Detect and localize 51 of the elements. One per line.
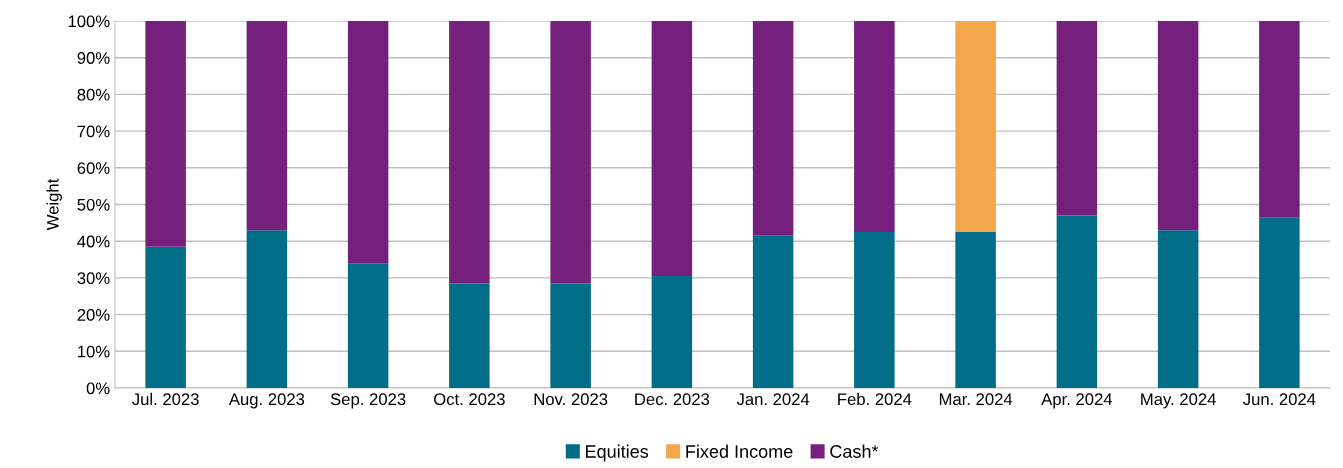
bar	[347, 21, 389, 264]
x-tick-label: Jan. 2024	[736, 393, 810, 406]
y-tick-label: 40%	[77, 235, 110, 248]
x-tick-label: Nov. 2023	[534, 393, 608, 406]
legend-label: Cash*	[830, 444, 879, 458]
bar	[145, 246, 186, 388]
y-tick-label: 90%	[77, 52, 110, 64]
legend-label: Equities	[586, 444, 649, 462]
bar	[145, 21, 186, 247]
bar	[752, 21, 794, 236]
bar	[752, 235, 794, 388]
bar	[651, 21, 693, 277]
x-tick-label: Sep. 2023	[330, 393, 406, 409]
bar	[1157, 230, 1199, 388]
y-tick-label: 10%	[78, 345, 110, 358]
bar	[955, 232, 996, 388]
bar	[1259, 21, 1300, 218]
y-tick-label: 80%	[77, 88, 110, 101]
bar	[1259, 217, 1300, 388]
y-tick-label: 100%	[68, 15, 110, 28]
y-tick-label: 20%	[77, 309, 110, 321]
bar	[651, 276, 693, 388]
x-tick-label: Jul. 2023	[132, 392, 199, 406]
bar	[449, 21, 490, 284]
x-tick-label: May. 2024	[1141, 393, 1216, 409]
x-tick-label: Oct. 2023	[434, 393, 505, 406]
x-tick-label: Mar. 2024	[939, 393, 1013, 406]
x-tick-label: Feb. 2024	[838, 392, 912, 406]
x-tick-label: Dec. 2023	[635, 393, 710, 406]
bar	[1056, 215, 1098, 388]
y-tick-label: 50%	[77, 198, 110, 211]
bar	[449, 283, 490, 388]
bar	[1056, 21, 1098, 216]
y-tick-label: 30%	[77, 272, 110, 285]
x-tick-label: Jun. 2024	[1243, 393, 1316, 406]
bar	[550, 21, 591, 284]
bar	[246, 21, 288, 231]
bar	[955, 21, 996, 233]
bar	[1157, 21, 1199, 231]
x-tick-label: Aug. 2023	[228, 393, 305, 409]
bar	[854, 21, 895, 233]
x-tick-label: Apr. 2024	[1041, 393, 1113, 409]
legend-label: Fixed Income	[686, 444, 793, 458]
y-tick-label: 60%	[77, 162, 110, 174]
y-tick-label: 70%	[77, 125, 110, 138]
bar	[246, 230, 288, 388]
bar	[347, 263, 389, 388]
y-tick-label: 0%	[86, 382, 110, 395]
y-axis-title: Weight	[46, 178, 62, 231]
bar	[854, 232, 895, 388]
bar	[550, 283, 591, 388]
